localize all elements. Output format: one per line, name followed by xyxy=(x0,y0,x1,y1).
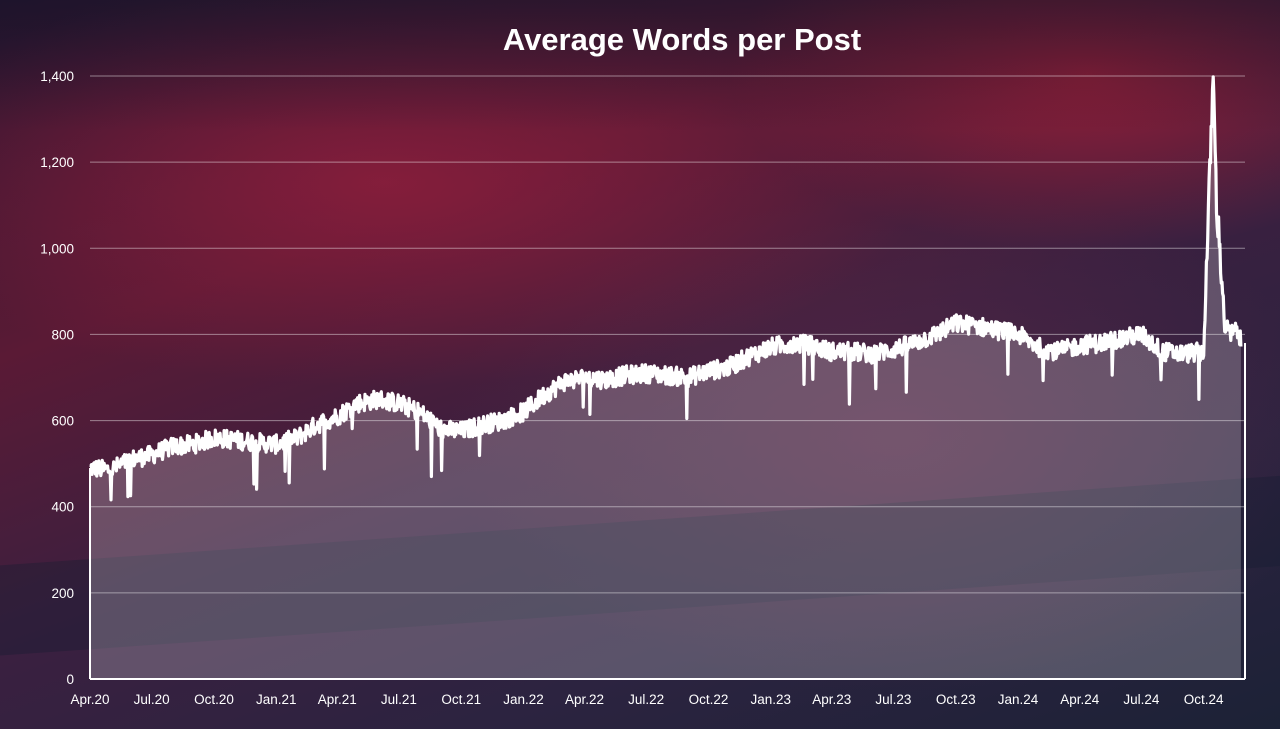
x-tick-label: Jul.23 xyxy=(875,692,911,707)
x-tick-label: Jul.22 xyxy=(628,692,664,707)
x-tick-label: Jul.21 xyxy=(381,692,417,707)
y-tick-label: 200 xyxy=(51,586,74,601)
chart-title: Average Words per Post xyxy=(503,22,861,57)
y-tick-label: 1,000 xyxy=(40,241,74,256)
x-tick-label: Jul.24 xyxy=(1123,692,1160,707)
x-tick-label: Jan.23 xyxy=(751,692,792,707)
x-tick-label: Oct.21 xyxy=(441,692,481,707)
x-tick-label: Oct.23 xyxy=(936,692,976,707)
x-tick-label: Oct.20 xyxy=(194,692,234,707)
x-tick-label: Oct.24 xyxy=(1184,692,1224,707)
y-tick-label: 400 xyxy=(51,500,74,515)
y-tick-label: 0 xyxy=(66,672,74,687)
series-line xyxy=(89,75,1243,502)
x-tick-label: Oct.22 xyxy=(689,692,729,707)
x-tick-label: Jul.20 xyxy=(134,692,170,707)
y-tick-label: 1,200 xyxy=(40,155,74,170)
y-tick-label: 1,400 xyxy=(40,69,74,84)
x-tick-label: Apr.24 xyxy=(1060,692,1100,707)
x-tick-label: Apr.20 xyxy=(70,692,109,707)
x-tick-label: Apr.22 xyxy=(565,692,604,707)
x-tick-label: Jan.24 xyxy=(998,692,1039,707)
x-tick-label: Apr.21 xyxy=(318,692,357,707)
y-tick-label: 800 xyxy=(51,327,74,342)
x-tick-label: Jan.22 xyxy=(503,692,544,707)
x-tick-label: Jan.21 xyxy=(256,692,297,707)
x-tick-label: Apr.23 xyxy=(812,692,851,707)
y-tick-label: 600 xyxy=(51,414,74,429)
